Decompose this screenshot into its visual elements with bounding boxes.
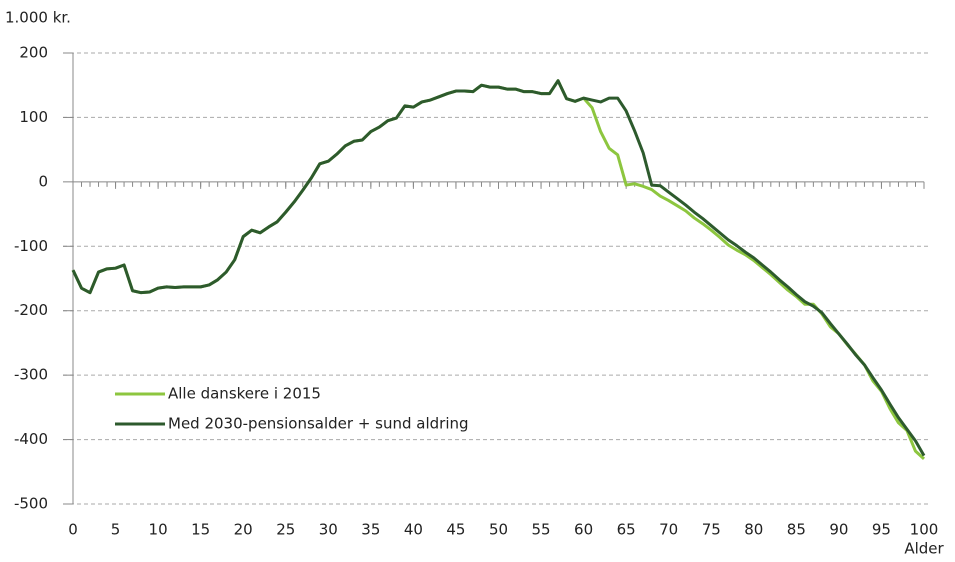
x-tick-label: 25	[276, 521, 295, 539]
y-tick-label: 100	[19, 108, 48, 126]
x-tick-label: 5	[111, 521, 121, 539]
x-tick-label: 75	[702, 521, 721, 539]
series-line	[71, 79, 926, 457]
x-tick-label: 50	[489, 521, 508, 539]
x-tick-label: 10	[149, 521, 168, 539]
y-axis-label: 1.000 kr.	[5, 9, 71, 27]
x-axis-label: Alder	[904, 540, 944, 558]
x-tick-label: 0	[68, 521, 78, 539]
y-tick-label: 200	[19, 44, 48, 62]
y-tick-label: -500	[14, 495, 48, 513]
x-tick-label: 100	[910, 521, 939, 539]
x-tick-label: 80	[744, 521, 763, 539]
legend-label: Med 2030-pensionsalder + sund aldring	[168, 415, 469, 433]
y-tick-label: 0	[38, 172, 48, 190]
y-tick-label: -400	[14, 430, 48, 448]
x-tick-label: 35	[361, 521, 380, 539]
y-tick-label: -200	[14, 301, 48, 319]
y-tick-label: -300	[14, 366, 48, 384]
x-tick-label: 15	[191, 521, 210, 539]
x-tick-label: 20	[234, 521, 253, 539]
x-tick-label: 95	[872, 521, 891, 539]
x-tick-label: 60	[574, 521, 593, 539]
x-tick-label: 70	[659, 521, 678, 539]
x-tick-label: 90	[829, 521, 848, 539]
x-tick-label: 55	[532, 521, 551, 539]
x-tick-label: 45	[446, 521, 465, 539]
x-tick-label: 85	[787, 521, 806, 539]
legend-label: Alle danskere i 2015	[168, 385, 321, 403]
x-tick-label: 65	[617, 521, 636, 539]
y-tick-label: -100	[14, 237, 48, 255]
x-tick-label: 40	[404, 521, 423, 539]
x-tick-label: 30	[319, 521, 338, 539]
